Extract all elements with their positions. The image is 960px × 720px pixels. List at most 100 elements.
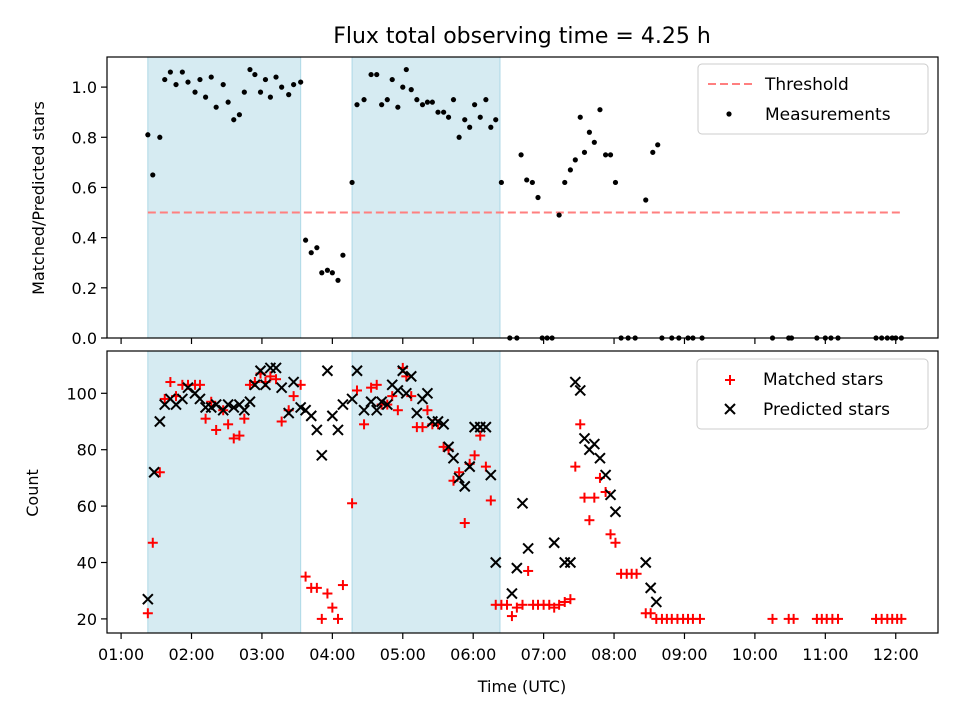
y-tick-label: 100 [66,384,97,403]
measurement-point [612,179,619,186]
y-tick-label: 60 [77,497,97,516]
matched-star-point [194,379,205,390]
matched-star-point [475,430,486,441]
matched-star-point [417,422,428,433]
predicted-star-point [259,379,272,391]
matched-star-point [366,382,377,393]
measurement-point [354,102,360,108]
measurement-point [591,139,597,145]
measurement-point [231,117,237,123]
matched-star-point [579,492,590,503]
predicted-star-point [249,379,261,391]
measurement-point [220,81,226,88]
matched-star-point [347,498,358,509]
predicted-star-point [604,489,617,501]
matched-star-point [311,582,322,593]
matched-star-point [265,371,276,382]
x-tick-label: 09:00 [661,645,707,664]
measurement-point [202,94,209,100]
y-tick-label: 0.4 [72,229,97,248]
predicted-star-point [222,398,234,411]
measurement-point [374,71,380,78]
measurement-point [267,94,273,100]
matched-star-point [234,430,245,441]
matched-star-point [523,565,534,576]
legend-threshold-label: Threshold [764,75,849,95]
y-tick-label: 1.0 [72,78,97,97]
matched-star-point [454,467,465,478]
measurement-point [179,69,185,75]
matched-star-point [316,613,327,624]
matched-star-point [605,529,616,540]
top-legend: Threshold Measurements [697,63,929,135]
matched-star-point [645,608,656,619]
matched-star-point [392,405,403,416]
measurement-point [236,112,242,118]
predicted-star-point [142,593,154,605]
measurement-point [435,109,441,115]
predicted-star-point [371,404,383,416]
measurement-point [324,267,331,273]
matched-star-point [159,393,170,404]
y-tick-label: 0.8 [72,128,97,147]
matched-star-point [554,599,565,610]
top-legend-box [697,63,929,135]
measurement-point [298,79,304,85]
matched-star-point [694,613,705,624]
measurement-point [286,92,292,98]
predicted-star-point [405,370,417,383]
measurement-point [329,270,335,276]
y-tick-label: 20 [77,610,97,629]
matched-star-point [480,461,491,472]
matched-star-point [327,602,338,613]
matched-star-point [239,413,250,424]
measurement-point [572,157,578,163]
shaded-interval [147,350,302,634]
matched-star-point [200,413,211,424]
measurement-point [498,179,504,186]
measurement-point [361,97,367,103]
y-tick-label: 0.0 [72,329,97,348]
matched-star-point [371,379,382,390]
measurement-point [225,99,231,105]
matched-star-point [271,374,282,385]
matched-star-point [469,450,480,461]
measurement-point [395,104,401,110]
predicted-star-point [346,393,358,405]
predicted-star-point [442,441,455,453]
y-tick-label: 0.2 [72,279,97,298]
predicted-star-point [522,542,534,555]
y-tick-label: 80 [77,441,97,460]
measurement-point [597,107,603,113]
y-tick-label: 40 [77,554,97,573]
predicted-star-point [275,381,288,394]
matched-star-point [142,608,153,619]
matched-star-point [896,613,907,624]
matched-star-point [228,433,239,444]
predicted-star-point [447,452,460,464]
legend-predicted-label: Predicted stars [763,400,890,420]
measurement-point [257,89,264,95]
legend-predicted-swatch [724,403,736,415]
bottom-panel: 20 40 60 80 100 01:00 02:00 03:00 04:00 05:00 06:… [23,350,939,696]
predicted-star-point [432,415,444,428]
matched-star-point [459,518,470,529]
predicted-star-point [548,537,560,549]
x-tick-label: 01:00 [98,645,144,664]
measurement-point [577,114,583,120]
matched-star-point [359,419,370,430]
measurement-point [273,74,279,80]
measurement-point [424,99,431,105]
matched-star-point [332,613,343,624]
predicted-star-point [326,410,339,422]
matched-star-point [322,588,333,599]
matched-star-point [352,385,363,396]
predicted-star-point [332,424,344,436]
predicted-star-point [574,384,586,397]
predicted-star-point [640,556,652,569]
measurement-point [167,69,173,75]
legend-measurements-label: Measurements [765,105,891,125]
measurement-point [518,152,524,158]
predicted-star-point [397,365,409,377]
matched-star-point [211,424,222,435]
